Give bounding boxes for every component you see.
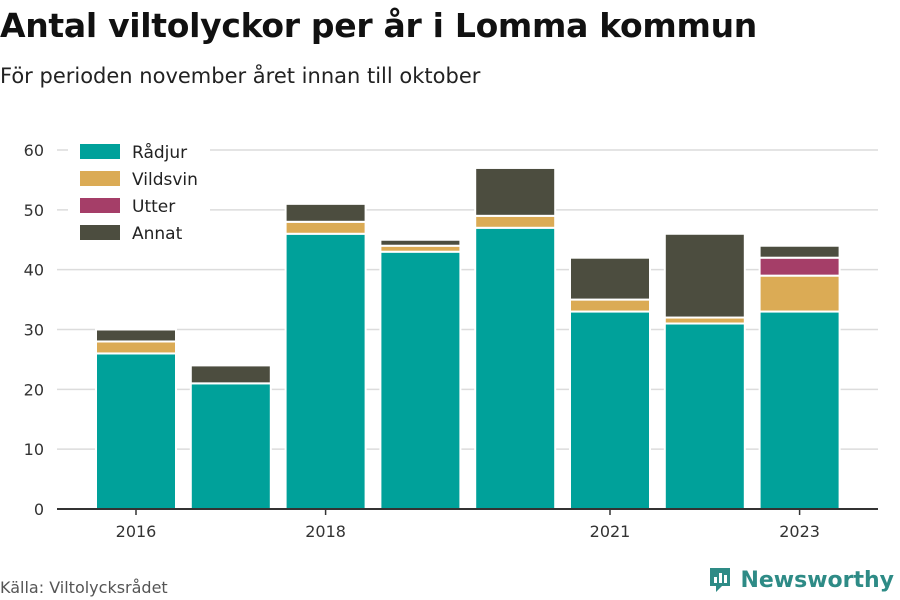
bar-segment	[474, 226, 557, 511]
brand-name: Newsworthy	[740, 567, 894, 593]
bar-segment	[284, 202, 367, 223]
y-tick-label: 20	[24, 380, 44, 399]
bar-segment	[95, 328, 177, 343]
y-tick-label: 60	[24, 141, 44, 160]
bar-segment	[474, 214, 557, 229]
axis-layer: 0 10 20 30 40 50 60 2016 2018 2021 2023	[24, 141, 878, 541]
x-tick-label: 2021	[590, 522, 631, 541]
bar-segment	[758, 256, 841, 277]
y-tick-label: 50	[24, 201, 44, 220]
bar-segment	[189, 382, 272, 511]
bar-layer	[95, 166, 841, 511]
x-tick-label: 2018	[305, 522, 346, 541]
y-tick-label: 10	[24, 440, 44, 459]
chart-subtitle: För perioden november året innan till ok…	[0, 64, 481, 88]
bar-segment	[379, 238, 462, 247]
legend-label: Rådjur	[132, 142, 187, 163]
bar-segment	[663, 232, 746, 319]
bar-segment	[758, 310, 841, 510]
bar-segment	[189, 364, 272, 385]
y-tick-label: 40	[24, 261, 44, 280]
bar-segment	[379, 250, 462, 510]
legend-swatch	[80, 225, 120, 240]
legend-label: Annat	[132, 224, 183, 244]
legend: Rådjur Vildsvin Utter Annat	[68, 134, 210, 248]
bar-segment	[95, 340, 177, 355]
y-tick-label: 30	[24, 321, 44, 340]
bar-segment	[758, 274, 841, 313]
chart-title: Antal viltolyckor per år i Lomma kommun	[0, 6, 757, 45]
x-tick-label: 2016	[116, 522, 157, 541]
bar-segment	[284, 232, 367, 510]
newsworthy-logo-icon	[710, 568, 731, 592]
legend-label: Vildsvin	[132, 170, 198, 190]
x-tick-label: 2023	[779, 522, 820, 541]
bar-segment	[474, 166, 557, 217]
bar-segment	[284, 220, 367, 235]
legend-swatch	[80, 198, 120, 213]
bar-segment	[758, 244, 841, 259]
bar-segment	[663, 322, 746, 510]
y-tick-label: 0	[34, 500, 44, 519]
legend-swatch	[80, 144, 120, 159]
bar-segment	[95, 352, 177, 510]
legend-label: Utter	[132, 197, 175, 217]
source-note: Källa: Viltolycksrådet	[0, 578, 168, 597]
legend-swatch	[80, 171, 120, 186]
bar-segment	[569, 310, 651, 510]
bar-segment	[569, 256, 651, 301]
bar-segment	[569, 298, 651, 313]
brand-logo: Newsworthy	[708, 566, 894, 594]
